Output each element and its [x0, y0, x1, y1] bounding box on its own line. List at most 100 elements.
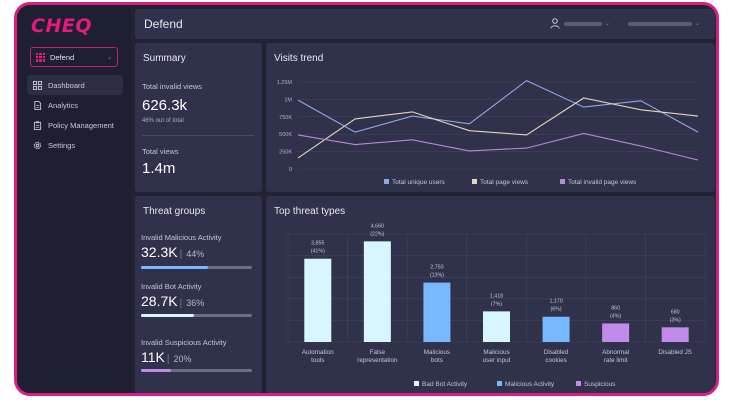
visits-trend-chart: 1.25M 1M 750K 500K 250K 0 Total unique users To…: [277, 79, 699, 186]
cheq-logo[interactable]: CHEQ: [31, 15, 92, 37]
x-tick-label: user input: [483, 357, 511, 364]
legend-label: Total invalid page views: [568, 179, 637, 186]
bar: [423, 282, 451, 342]
threat-group-percent: 44%: [186, 249, 205, 259]
y-tick-label: 0: [289, 167, 292, 173]
sidebar-item-policy-management[interactable]: Policy Management: [27, 115, 123, 135]
clipboard-icon: [33, 120, 42, 130]
legend-label: Bad Bot Activity: [422, 381, 468, 388]
dashboard-icon: [33, 80, 42, 90]
data-label: 860: [611, 305, 620, 311]
legend-swatch: [472, 179, 477, 184]
x-tick-label: Disabled: [544, 349, 569, 356]
bar: [363, 241, 391, 342]
bar: [602, 323, 630, 342]
threat-group-label: Invalid Bot Activity: [141, 282, 202, 291]
top-threat-types-title: Top threat types: [274, 206, 346, 217]
data-label: (41%): [311, 249, 325, 255]
invalid-views-share: 46% out of total: [142, 118, 184, 124]
data-label: 680: [671, 309, 680, 315]
separator: |: [179, 249, 183, 260]
bar: [483, 311, 510, 342]
top-threat-types-card: Top threat types 3,855 (41%) Automation too…: [266, 196, 715, 393]
document-icon: [34, 100, 42, 110]
threat-group-count: 11K: [141, 349, 165, 365]
legend-label: Suspicious: [584, 381, 616, 388]
data-label: (22%): [370, 231, 384, 237]
sidebar-nav: Dashboard Analytics Policy Management: [27, 75, 123, 155]
total-views-label: Total views: [142, 147, 179, 156]
legend-swatch: [414, 381, 419, 386]
threat-group-value: 11K | 20%: [141, 349, 192, 365]
chevron-down-icon: ⌄: [106, 54, 112, 61]
product-selector[interactable]: Defend ⌄: [30, 47, 118, 67]
user-name-redacted: [564, 21, 602, 26]
data-label: (3%): [670, 317, 681, 323]
threat-group-progress: [141, 369, 252, 372]
invalid-views-label: Total invalid views: [142, 82, 203, 91]
visits-trend-card: Visits trend 1.25M 1M 750K 500K 250K 0 Total u…: [266, 43, 715, 192]
x-tick-label: Disabled JS: [658, 349, 692, 356]
sidebar-item-settings[interactable]: Settings: [27, 135, 123, 155]
x-tick-label: representation: [357, 357, 398, 364]
data-label: 3,855: [311, 241, 324, 247]
invalid-views-value: 626.3k: [142, 97, 188, 114]
chevron-down-icon: ⌄: [605, 21, 611, 27]
data-label: (13%): [430, 273, 444, 279]
threat-group-progress-fill: [141, 369, 171, 372]
series-line: [297, 132, 699, 161]
data-label: 2,750: [430, 265, 443, 271]
data-label: (4%): [610, 313, 621, 319]
separator: |: [166, 354, 170, 365]
summary-card: Summary Total invalid views 626.3k 46% o…: [135, 43, 262, 192]
series-line: [297, 97, 699, 159]
gear-icon: [33, 141, 42, 149]
bar: [661, 327, 689, 342]
divider: [142, 135, 254, 136]
visits-trend-title: Visits trend: [274, 53, 324, 64]
legend-swatch: [576, 381, 581, 386]
user-menu[interactable]: ⌄ ⌄: [550, 18, 700, 29]
account-name-redacted[interactable]: [628, 21, 693, 26]
x-tick-label: Malicious: [424, 349, 450, 356]
threat-groups-title: Threat groups: [143, 206, 206, 217]
threat-group-count: 28.7K: [141, 293, 178, 309]
total-views-value: 1.4m: [142, 160, 176, 177]
page-title: Defend: [144, 17, 183, 31]
x-tick-label: False: [370, 349, 386, 356]
legend-label: Total page views: [480, 179, 529, 186]
x-tick-label: bots: [431, 357, 443, 364]
legend-swatch: [497, 381, 502, 386]
sidebar-item-dashboard[interactable]: Dashboard: [27, 75, 123, 95]
legend-swatch: [560, 179, 565, 184]
sidebar-item-analytics[interactable]: Analytics: [27, 95, 123, 115]
header-bar: Defend ⌄ ⌄: [135, 9, 715, 39]
legend-label: Malicious Activity: [505, 381, 555, 388]
y-tick-label: 1.25M: [277, 80, 293, 86]
sidebar-item-label: Analytics: [48, 100, 79, 110]
data-label: 1,170: [549, 299, 562, 305]
threat-group-percent: 20%: [173, 354, 192, 364]
threat-group-value: 28.7K | 36%: [141, 293, 204, 309]
x-tick-label: rate limit: [604, 357, 628, 364]
threat-group-progress: [141, 266, 252, 269]
y-tick-label: 500K: [279, 132, 292, 138]
separator: |: [179, 298, 183, 309]
y-tick-label: 750K: [279, 115, 292, 121]
threat-group-label: Invalid Suspicious Activity: [141, 338, 227, 347]
bar: [304, 258, 332, 342]
data-label: (7%): [491, 301, 502, 307]
sidebar-item-label: Policy Management: [48, 120, 114, 130]
legend-label: Total unique users: [392, 179, 446, 186]
x-tick-label: tools: [311, 357, 324, 364]
x-tick-label: Abnormal: [602, 349, 629, 356]
threat-group-value: 32.3K | 44%: [141, 244, 204, 260]
product-selector-label: Defend: [50, 52, 75, 62]
legend-swatch: [384, 179, 389, 184]
x-tick-label: cookies: [545, 357, 566, 364]
threat-group-percent: 36%: [186, 298, 205, 308]
sidebar: CHEQ Defend ⌄ Dashboard: [17, 5, 131, 393]
sidebar-item-label: Settings: [48, 140, 76, 150]
user-icon: [550, 18, 560, 29]
bar: [542, 316, 570, 342]
